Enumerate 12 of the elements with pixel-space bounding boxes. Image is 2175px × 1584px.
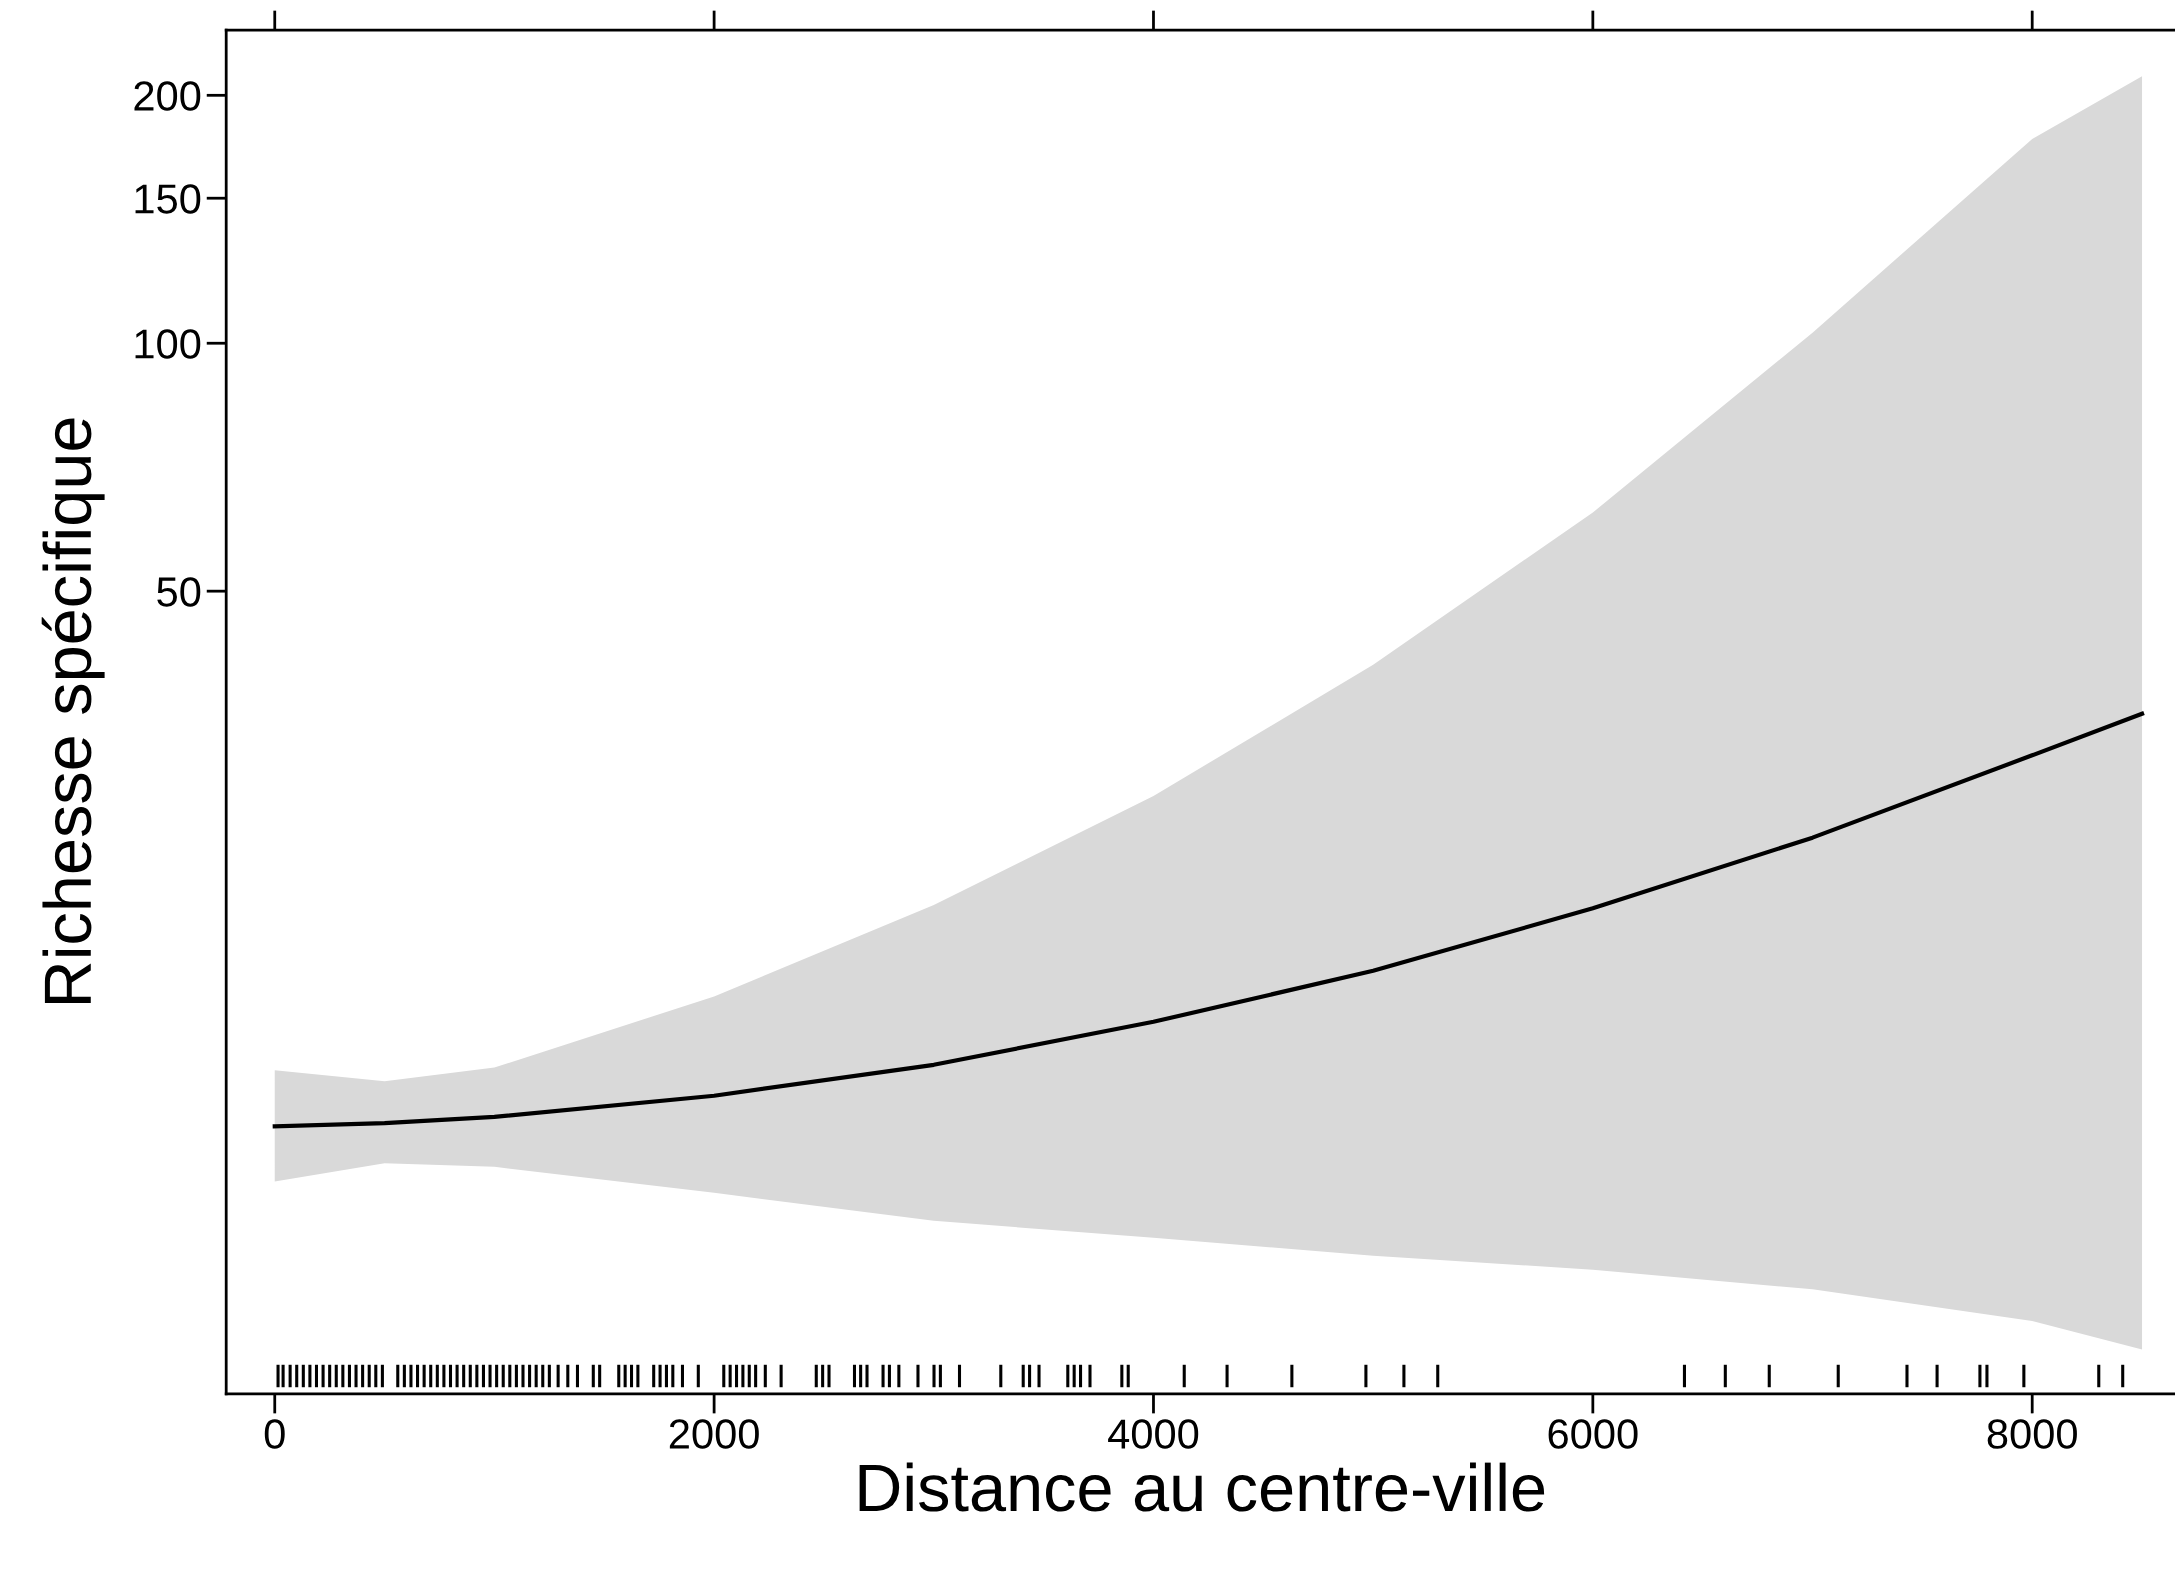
y-tick-label: 150 <box>135 184 201 214</box>
x-tick-label: 8000 <box>1987 1419 2077 1449</box>
x-tick-label: 4000 <box>1108 1419 1199 1449</box>
y-tick-label: 100 <box>135 329 201 359</box>
x-axis-title: Distance au centre-ville <box>859 1462 1545 1512</box>
x-tick-label: 0 <box>264 1419 285 1449</box>
x-tick-label: 6000 <box>1548 1419 1638 1449</box>
line-series <box>272 711 2145 1129</box>
y-tick-label: 200 <box>134 81 201 111</box>
y-tick-label: 50 <box>157 577 201 607</box>
y-axis-title: Richesse spécifique <box>41 418 105 1003</box>
x-tick-label: 2000 <box>669 1419 759 1449</box>
